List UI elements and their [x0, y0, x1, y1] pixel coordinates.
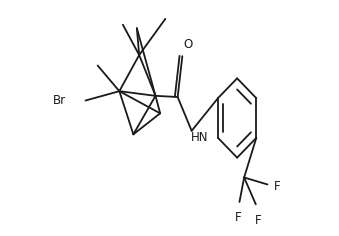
Text: F: F	[274, 180, 281, 193]
Text: O: O	[183, 38, 192, 51]
Text: Br: Br	[53, 94, 66, 107]
Text: F: F	[255, 214, 261, 227]
Text: F: F	[235, 211, 242, 224]
Text: HN: HN	[191, 131, 208, 144]
